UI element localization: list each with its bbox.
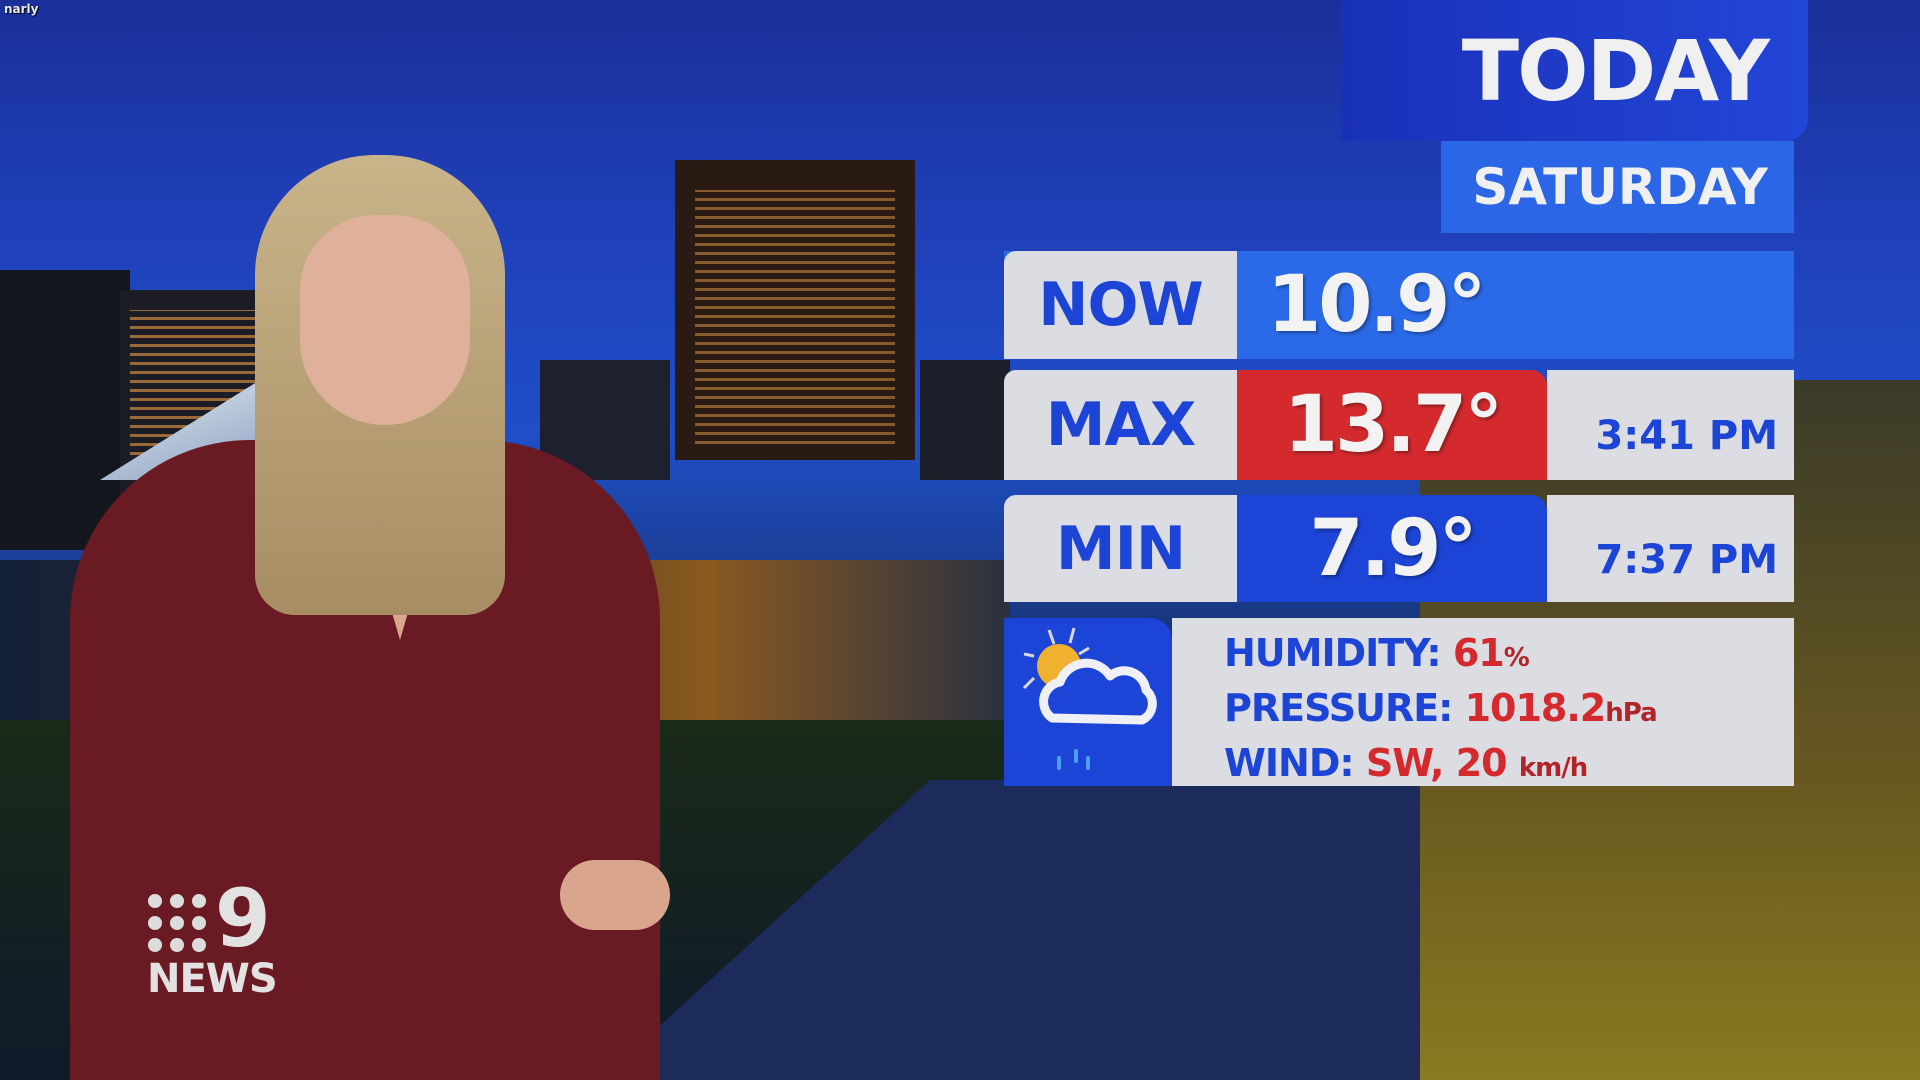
now-label: NOW bbox=[1004, 251, 1237, 359]
conditions-panel: HUMIDITY: 61% PRESSURE: 1018.2hPa WIND: … bbox=[1172, 618, 1794, 786]
wind-row: WIND: SW, 20 km/h bbox=[1224, 738, 1794, 793]
today-title: TODAY bbox=[1341, 0, 1808, 141]
pressure-row: PRESSURE: 1018.2hPa bbox=[1224, 683, 1794, 738]
humidity-label: HUMIDITY: bbox=[1224, 631, 1442, 675]
weather-icon-box bbox=[1004, 618, 1172, 786]
max-label: MAX bbox=[1004, 370, 1237, 480]
building bbox=[0, 270, 130, 550]
day-label: SATURDAY bbox=[1441, 141, 1794, 233]
humidity-value: 61 bbox=[1452, 631, 1505, 675]
logo-dots-icon bbox=[148, 894, 206, 952]
now-temperature: 10.9° bbox=[1267, 260, 1486, 350]
wind-label: WIND: bbox=[1224, 741, 1355, 785]
min-time: 7:37 PM bbox=[1547, 495, 1794, 602]
min-label: MIN bbox=[1004, 495, 1237, 602]
max-time: 3:41 PM bbox=[1547, 370, 1794, 480]
logo-news: NEWS bbox=[147, 956, 278, 1002]
pressure-unit: hPa bbox=[1605, 698, 1657, 728]
logo-nine: 9 bbox=[215, 872, 271, 965]
max-temperature: 13.7° bbox=[1237, 370, 1547, 480]
presenter-face bbox=[300, 215, 470, 425]
hotel-tower bbox=[675, 160, 915, 460]
min-temperature: 7.9° bbox=[1237, 495, 1547, 602]
humidity-unit: % bbox=[1503, 643, 1530, 673]
presenter-hand bbox=[560, 860, 670, 930]
partly-cloudy-showers-icon bbox=[1022, 627, 1157, 770]
pressure-value: 1018.2 bbox=[1464, 686, 1607, 730]
building bbox=[920, 360, 1010, 480]
wind-value: SW, 20 bbox=[1365, 741, 1508, 785]
wind-unit: km/h bbox=[1518, 753, 1588, 783]
nine-news-logo: 9 NEWS bbox=[147, 879, 287, 1002]
pressure-label: PRESSURE: bbox=[1224, 686, 1453, 730]
caption-text: narly bbox=[4, 2, 39, 16]
humidity-row: HUMIDITY: 61% bbox=[1224, 628, 1794, 683]
